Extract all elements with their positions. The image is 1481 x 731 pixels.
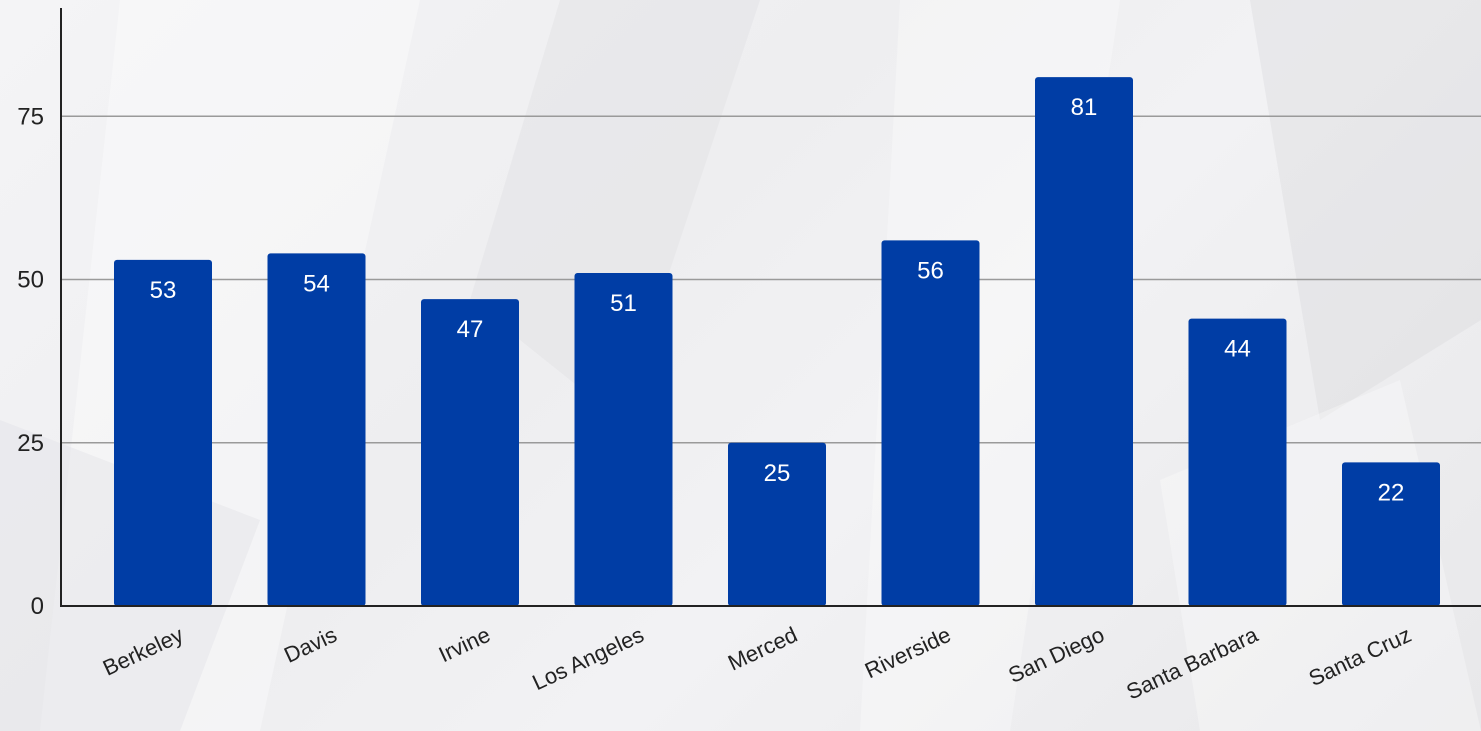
y-tick-label: 75 [17,103,44,130]
x-tick-label: Santa Cruz [1305,622,1415,691]
axes [60,8,1481,607]
x-tick-label: Los Angeles [528,622,647,695]
x-tick-label: Irvine [435,622,494,667]
bar [881,240,980,606]
bar [574,272,673,606]
bar [728,442,826,606]
data-label: 54 [303,270,330,297]
x-tick-label: Davis [280,622,340,668]
data-label: 25 [764,460,791,487]
y-tick-label: 0 [31,593,44,620]
bar [421,299,519,606]
data-label: 44 [1224,336,1251,363]
x-tick-label: Merced [724,622,801,676]
data-label: 47 [457,316,484,343]
bar [114,259,212,606]
x-tick-label: Santa Barbara [1122,622,1262,705]
data-label: 22 [1378,479,1405,506]
data-label: 81 [1071,94,1098,121]
x-tick-label: San Diego [1004,622,1108,688]
bars [114,77,1440,606]
data-label: 56 [917,257,944,284]
bar [1188,318,1287,606]
bar [267,253,366,606]
data-label: 53 [150,277,177,304]
y-tick-label: 25 [17,430,44,457]
y-tick-label: 50 [17,267,44,294]
bar [1342,462,1440,606]
x-tick-label: Berkeley [99,622,187,681]
bar [1035,77,1133,606]
x-tick-label: Riverside [861,622,955,683]
data-label: 51 [610,290,637,317]
